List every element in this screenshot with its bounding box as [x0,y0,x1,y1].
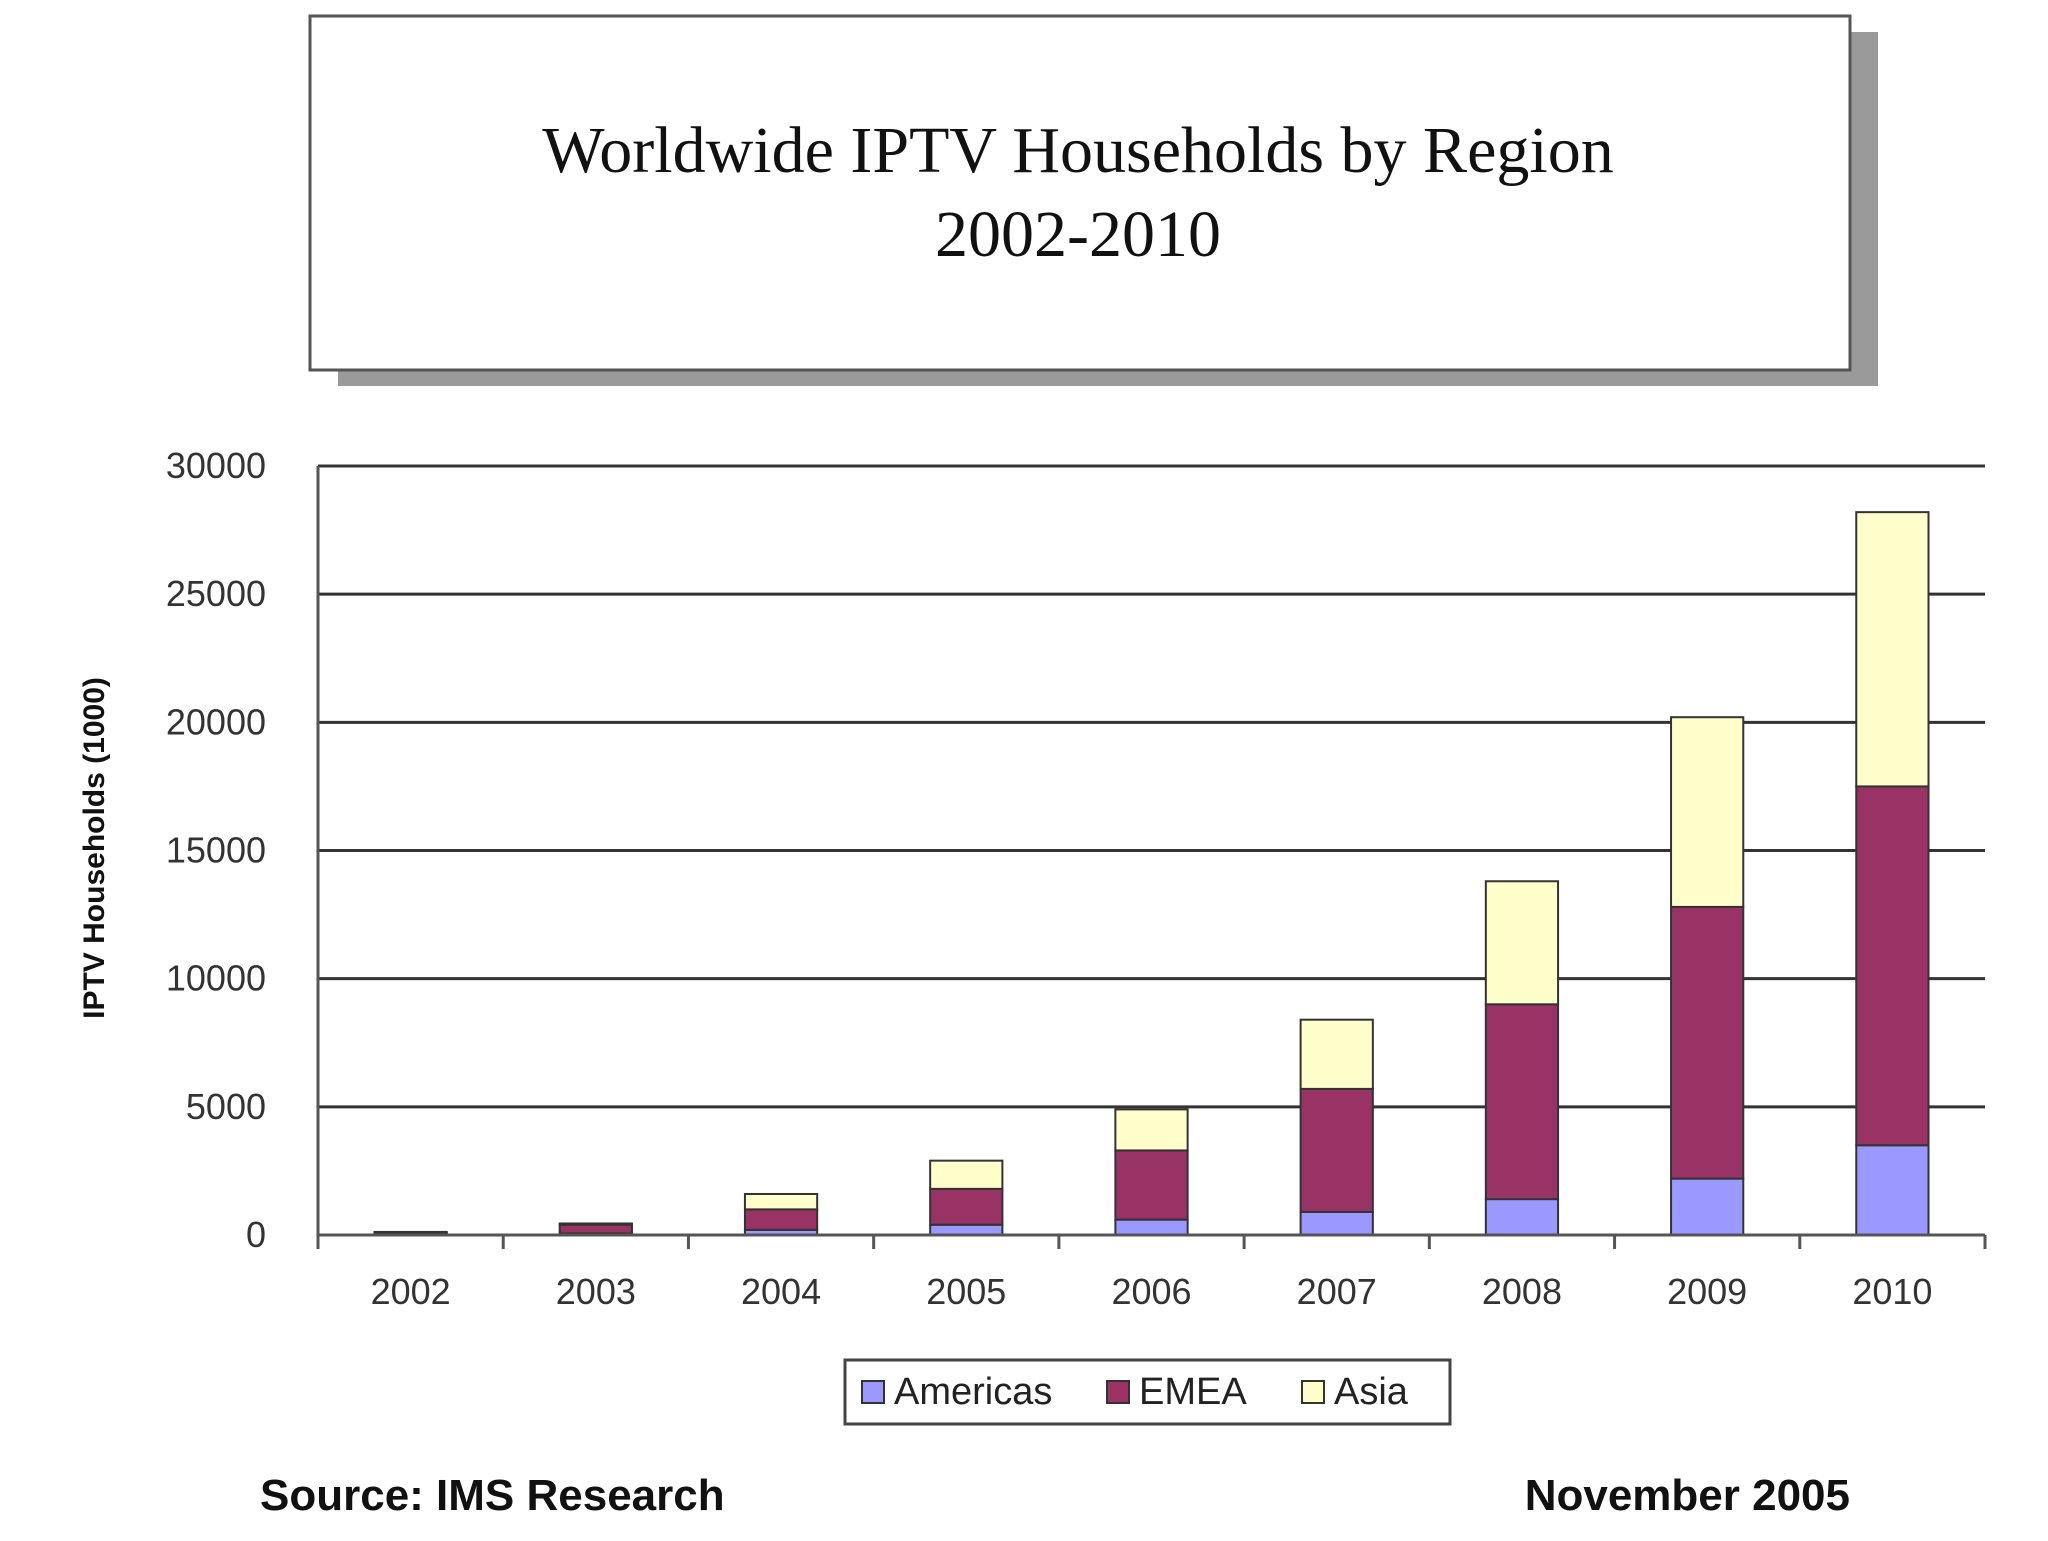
bar-asia-2003 [558,1222,633,1226]
bar-americas-2006 [1114,1218,1189,1236]
bar-asia-2002 [373,1230,448,1234]
bar-asia-2006 [1114,1108,1189,1152]
bar-emea-2003 [558,1223,633,1235]
chart-subtitle: 2002-2010 [935,198,1221,271]
y-tick-label: 10000 [166,958,266,999]
grid-layer [318,464,1985,1109]
x-tick-label: 2007 [1297,1271,1377,1312]
x-tick-label: 2004 [741,1271,821,1312]
x-tick-labels: 2002 2003 2004 2005 2006 2007 2008 2009 2010 [371,1271,1933,1312]
axis-layer [316,466,1987,1249]
y-tick-label: 5000 [186,1086,266,1127]
x-tick-label: 2010 [1852,1271,1932,1312]
bar-americas-2007 [1299,1210,1374,1237]
legend: Americas EMEA Asia [861,1371,1409,1413]
legend-label-emea: EMEA [1139,1371,1247,1413]
x-tick-label: 2005 [926,1271,1006,1312]
bar-emea-2004 [743,1208,819,1231]
y-tick-label: 25000 [166,573,266,614]
x-tick-label: 2002 [371,1271,451,1312]
y-tick-label: 20000 [166,701,266,742]
y-tick-labels: 0 5000 10000 15000 20000 25000 30000 [166,445,266,1255]
bar-emea-2005 [929,1187,1004,1226]
bar-asia-2009 [1670,716,1745,908]
bar-americas-2008 [1484,1198,1560,1236]
bar-americas-2010 [1855,1144,1930,1236]
x-tick-label: 2003 [556,1271,636,1312]
legend-swatch-asia [1301,1380,1325,1404]
x-tick-label: 2009 [1667,1271,1747,1312]
source-note: Source: IMS Research [260,1471,725,1520]
bar-americas-2009 [1670,1177,1745,1237]
bar-emea-2009 [1670,905,1745,1180]
bar-emea-2006 [1114,1149,1189,1221]
x-tick-label: 2008 [1482,1271,1562,1312]
chart-title: Worldwide IPTV Households by Region [542,114,1613,187]
bar-asia-2010 [1855,511,1930,788]
bars-layer [373,511,1930,1237]
legend-box [843,1358,1452,1426]
y-tick-label: 0 [246,1214,266,1255]
bar-asia-2004 [743,1192,819,1211]
x-tick-label: 2006 [1111,1271,1191,1312]
bar-americas-2005 [929,1223,1004,1237]
bar-asia-2007 [1299,1018,1374,1090]
y-tick-label: 15000 [166,830,266,871]
bar-emea-2010 [1855,785,1930,1147]
legend-label-americas: Americas [894,1371,1052,1413]
legend-swatch-emea [1106,1380,1130,1404]
legend-label-asia: Asia [1334,1371,1409,1413]
bar-asia-2005 [929,1159,1004,1190]
bar-emea-2008 [1484,1003,1560,1201]
bar-emea-2007 [1299,1087,1374,1213]
date-note: November 2005 [1525,1471,1850,1520]
bar-asia-2008 [1484,880,1560,1006]
legend-swatch-americas [861,1380,885,1404]
y-tick-label: 30000 [166,445,266,486]
title-box [308,14,1852,372]
y-axis-label: IPTV Households (1000) [78,677,111,1019]
